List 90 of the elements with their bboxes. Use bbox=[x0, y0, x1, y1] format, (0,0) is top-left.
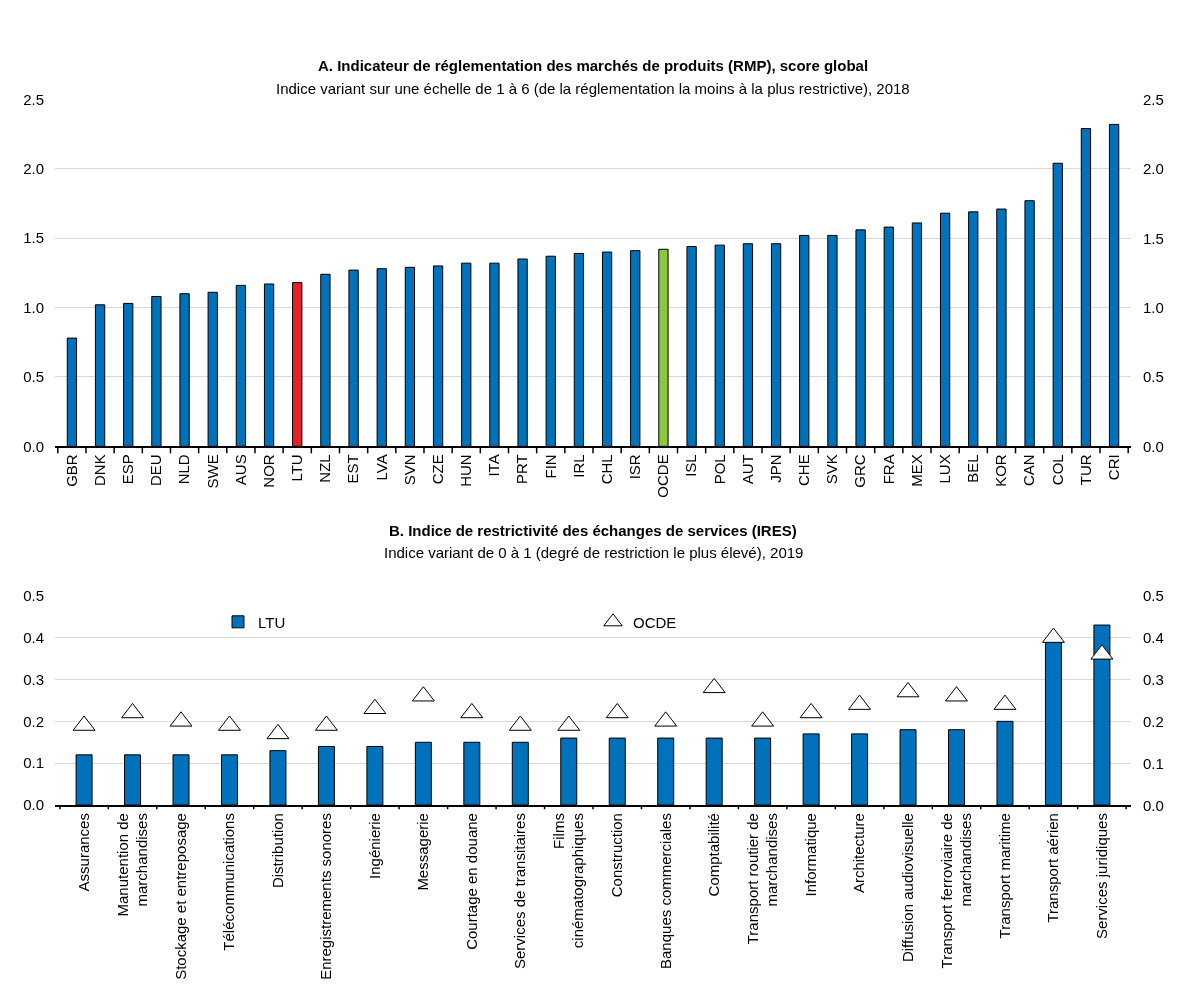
x-tick-label: GRC bbox=[851, 454, 869, 488]
y-tick-label: 0.5 bbox=[23, 586, 44, 604]
x-tick-label: LVA bbox=[372, 454, 390, 481]
y-tick-label: 0.2 bbox=[23, 712, 44, 730]
y2-tick-label: 0.5 bbox=[1143, 587, 1164, 604]
x-tick-label: Services juridiques bbox=[1092, 813, 1110, 939]
x-tick-label: Télécommunications bbox=[220, 813, 238, 951]
legend-label: OCDE bbox=[633, 613, 677, 631]
x-tick-label: NOR bbox=[259, 454, 277, 488]
y2-tick-label: 1.5 bbox=[1143, 230, 1164, 247]
y2-tick-label: 2.0 bbox=[1143, 160, 1164, 177]
x-tick-label: ESP bbox=[119, 454, 137, 485]
x-tick-label: ITA bbox=[485, 454, 503, 477]
x-tick-label: Messagerie bbox=[414, 813, 432, 891]
chart-title: B. Indice de restrictivité des échanges de services (IRES) bbox=[389, 522, 797, 539]
x-tick-label: BEL bbox=[964, 454, 982, 483]
y2-tick-label: 0.4 bbox=[1143, 629, 1164, 646]
y-tick-label: 2.0 bbox=[23, 160, 44, 178]
y2-tick-label: 0.0 bbox=[1143, 797, 1164, 814]
y2-tick-label: 0.5 bbox=[1143, 368, 1164, 385]
chart-subtitle: Indice variant de 0 à 1 (degré de restriction le plus élevé), 2019 bbox=[384, 544, 804, 561]
x-tick-label: CAN bbox=[1020, 454, 1038, 487]
x-tick-label: Comptabilité bbox=[705, 813, 723, 897]
x-tick-label: Banques commerciales bbox=[656, 813, 674, 969]
y-tick-label: 2.5 bbox=[23, 90, 44, 108]
x-tick-label: Informatique bbox=[801, 813, 819, 897]
x-tick-label: KOR bbox=[992, 454, 1010, 487]
x-tick-label: Transport ferroviaire de marchandises bbox=[937, 813, 975, 969]
x-tick-label: NZL bbox=[316, 454, 334, 483]
y-tick-label: 0.5 bbox=[23, 368, 44, 386]
x-tick-label: Distribution bbox=[268, 813, 286, 889]
x-tick-label: SVN bbox=[400, 454, 418, 486]
y2-tick-label: 0.2 bbox=[1143, 713, 1164, 730]
y2-tick-label: 1.0 bbox=[1143, 299, 1164, 316]
y2-tick-label: 0.1 bbox=[1143, 755, 1164, 772]
x-tick-label: Transport routier de marchandises bbox=[743, 813, 781, 945]
x-tick-label: GBR bbox=[62, 454, 80, 487]
x-tick-label: Transport maritime bbox=[995, 813, 1013, 939]
x-tick-label: MEX bbox=[907, 454, 925, 487]
y2-tick-label: 2.5 bbox=[1143, 91, 1164, 108]
x-tick-label: COL bbox=[1048, 454, 1066, 486]
x-tick-label: Ingénierie bbox=[365, 813, 383, 879]
y-tick-label: 1.0 bbox=[23, 298, 44, 316]
x-tick-label: TUR bbox=[1076, 454, 1094, 486]
x-tick-label: Enregistrements sonores bbox=[317, 813, 335, 980]
x-tick-label: Films cinématographiques bbox=[549, 813, 587, 949]
x-tick-label: EST bbox=[344, 454, 362, 484]
legend-label: LTU bbox=[258, 613, 286, 631]
x-tick-label: HUN bbox=[457, 454, 475, 487]
x-tick-label: PRT bbox=[513, 454, 531, 485]
x-tick-label: IRL bbox=[569, 454, 587, 478]
x-tick-label: CHE bbox=[795, 454, 813, 487]
x-tick-label: JPN bbox=[766, 454, 784, 483]
x-tick-label: NLD bbox=[175, 454, 193, 485]
y-tick-label: 0.0 bbox=[23, 437, 44, 455]
x-tick-label: DEU bbox=[147, 454, 165, 487]
x-tick-label: Architecture bbox=[850, 813, 868, 894]
x-tick-label: FIN bbox=[541, 454, 559, 479]
x-tick-label: Manutention de marchandises bbox=[113, 813, 151, 917]
chart-title: A. Indicateur de réglementation des marchés de produits (RMP), score global bbox=[318, 57, 869, 74]
chart-subtitle: Indice variant sur une échelle de 1 à 6 (de la réglementation la moins à la plus restrictive), 2018 bbox=[276, 80, 910, 97]
y-tick-label: 0.0 bbox=[23, 796, 44, 814]
x-tick-label: DNK bbox=[90, 454, 108, 487]
x-tick-label: Courtage en douane bbox=[462, 813, 480, 950]
x-tick-label: OCDE bbox=[654, 454, 672, 498]
y-tick-label: 1.5 bbox=[23, 229, 44, 247]
x-tick-label: CHL bbox=[597, 454, 615, 485]
x-tick-label: Transport aérien bbox=[1044, 813, 1062, 923]
x-tick-label: CRI bbox=[1104, 454, 1122, 481]
x-tick-label: ISL bbox=[682, 454, 700, 477]
x-tick-label: POL bbox=[710, 454, 728, 485]
x-tick-label: AUS bbox=[231, 454, 249, 486]
x-tick-label: SVK bbox=[823, 454, 841, 485]
y-tick-label: 0.1 bbox=[23, 754, 44, 772]
x-tick-label: Stockage et entreposage bbox=[171, 813, 189, 980]
x-tick-label: AUT bbox=[738, 454, 756, 485]
x-tick-label: ISR bbox=[626, 454, 644, 480]
x-tick-label: Assurances bbox=[74, 813, 92, 892]
x-tick-label: Diffusion audiovisuelle bbox=[898, 813, 916, 963]
x-tick-label: Construction bbox=[608, 813, 626, 898]
y-tick-label: 0.4 bbox=[23, 628, 44, 646]
y-tick-label: 0.3 bbox=[23, 670, 44, 688]
x-tick-label: Services de transitaires bbox=[511, 813, 529, 969]
y2-tick-label: 0.0 bbox=[1143, 438, 1164, 455]
x-tick-label: FRA bbox=[879, 454, 897, 485]
y2-tick-label: 0.3 bbox=[1143, 671, 1164, 688]
x-tick-label: CZE bbox=[428, 454, 446, 485]
x-tick-label: SWE bbox=[203, 454, 221, 489]
x-tick-label: LUX bbox=[935, 454, 953, 484]
x-tick-label: LTU bbox=[288, 454, 306, 482]
